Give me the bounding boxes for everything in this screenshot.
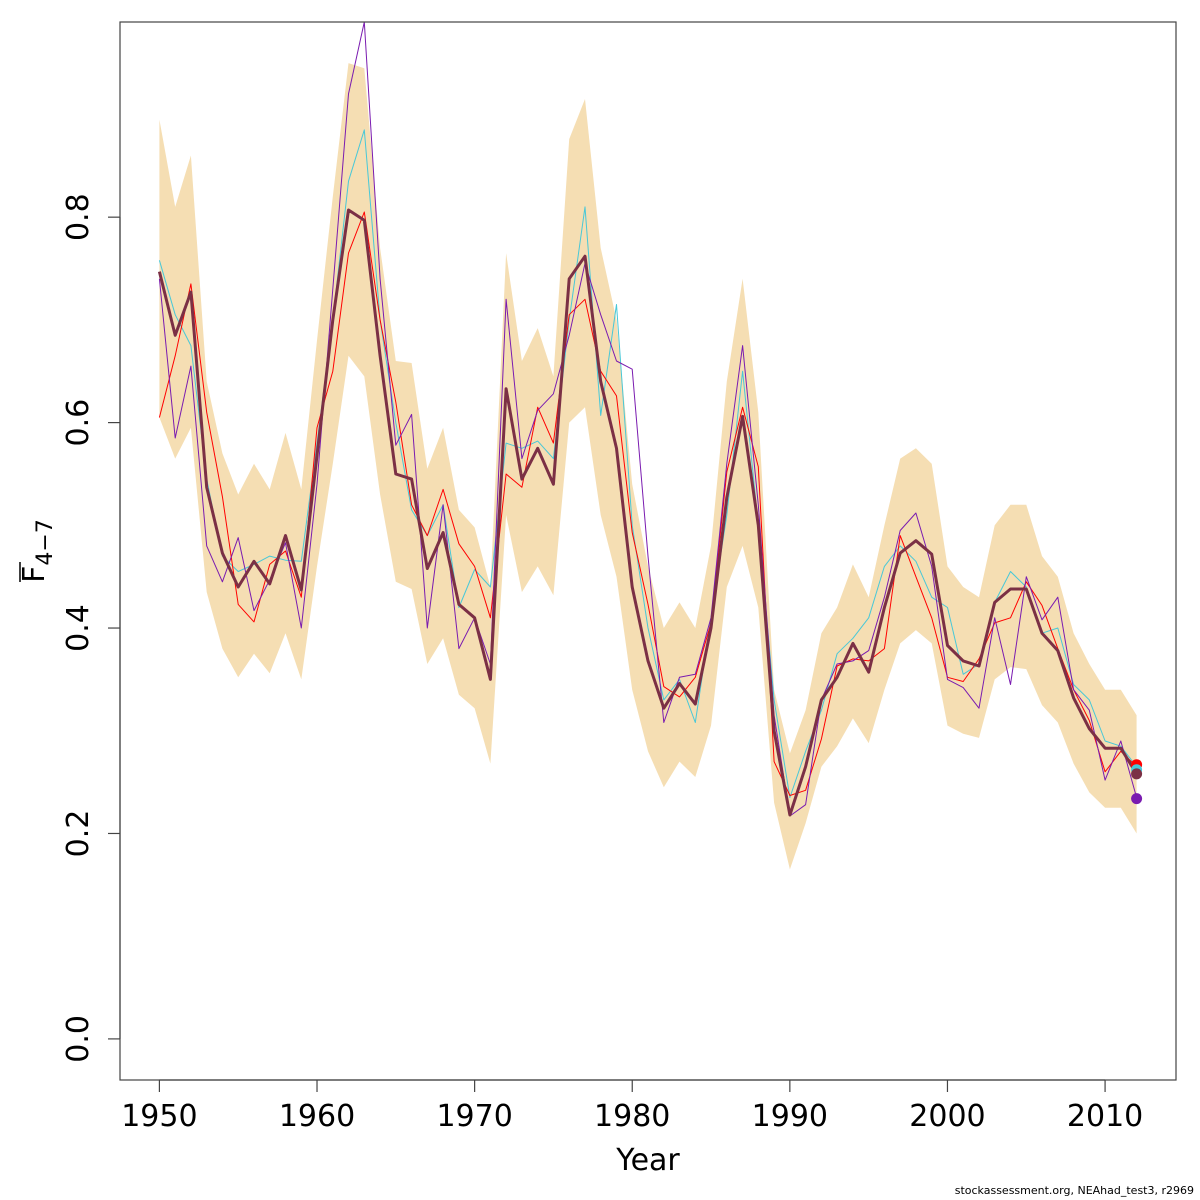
series-layer xyxy=(157,21,1138,817)
y-tick-label: 0.2 xyxy=(61,810,96,858)
x-axis-title: Year xyxy=(615,1143,680,1178)
y-axis-title: F4−7 xyxy=(17,519,58,583)
endpoint-marker-main xyxy=(1131,768,1143,780)
x-tick-label: 1990 xyxy=(752,1099,828,1134)
y-tick-label: 0.8 xyxy=(61,193,96,241)
y-axis-title-sub: 4−7 xyxy=(33,519,58,565)
x-tick-label: 1950 xyxy=(121,1099,197,1134)
x-tick-label: 1960 xyxy=(279,1099,355,1134)
svg-text:F4−7: F4−7 xyxy=(17,519,58,583)
confidence-band xyxy=(159,63,1137,870)
x-tick-label: 2010 xyxy=(1067,1099,1143,1134)
y-tick-label: 0.6 xyxy=(61,399,96,447)
footer-note: stockassessment.org, NEAhad_test3, r2969 xyxy=(954,1184,1194,1197)
x-tick-label: 2000 xyxy=(909,1099,985,1134)
series-line-main xyxy=(157,208,1138,817)
endpoint-marker-purple xyxy=(1131,793,1143,805)
x-axis: 1950 1960 1970 1980 1990 2000 2010 xyxy=(121,1079,1143,1134)
y-tick-label: 0.0 xyxy=(61,1015,96,1063)
confidence-band-layer xyxy=(159,63,1137,870)
x-tick-label: 1970 xyxy=(436,1099,512,1134)
y-axis: 0.0 0.2 0.4 0.6 0.8 xyxy=(61,193,121,1063)
y-axis-title-main: F xyxy=(17,566,52,583)
y-tick-label: 0.4 xyxy=(61,604,96,652)
x-tick-label: 1980 xyxy=(594,1099,670,1134)
endpoint-layer xyxy=(1131,759,1143,805)
